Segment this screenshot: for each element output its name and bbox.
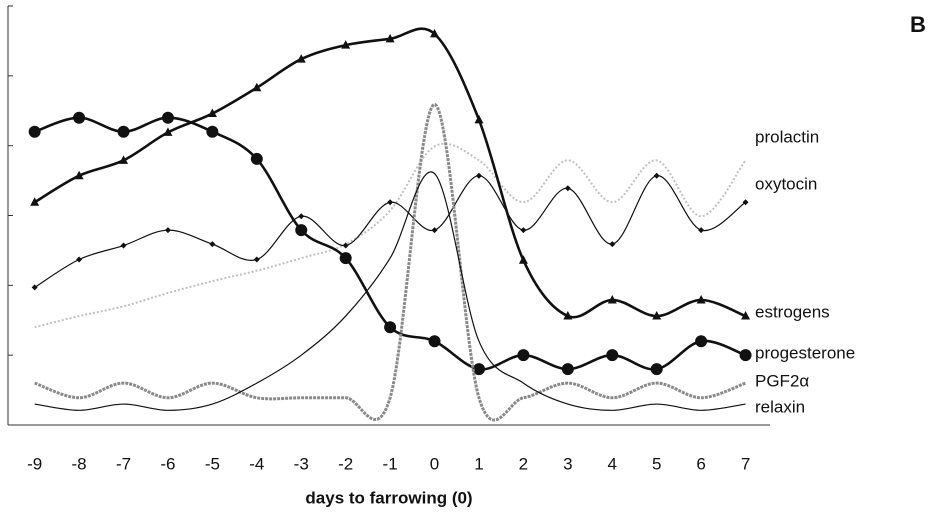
marker: [164, 227, 171, 234]
marker: [342, 242, 349, 249]
marker: [695, 335, 708, 348]
marker: [696, 294, 706, 304]
marker: [561, 363, 574, 376]
marker: [209, 241, 216, 248]
x-tick-label: -6: [160, 454, 175, 473]
series-label: progesterone: [755, 343, 855, 362]
marker: [387, 199, 394, 206]
marker: [76, 256, 83, 263]
marker: [607, 294, 617, 304]
marker: [74, 170, 84, 180]
marker: [650, 363, 663, 376]
series-line: [34, 116, 747, 371]
marker: [563, 311, 573, 320]
marker: [298, 213, 305, 220]
marker: [698, 227, 705, 234]
series-line: [34, 142, 747, 329]
series-label: oxytocin: [755, 174, 817, 193]
marker: [472, 363, 485, 376]
marker: [206, 125, 219, 138]
marker: [161, 111, 174, 124]
series-label: relaxin: [755, 397, 805, 416]
marker: [207, 108, 217, 118]
marker: [296, 54, 306, 63]
x-axis-label: days to farrowing (0): [305, 488, 472, 507]
x-tick-label: -1: [383, 454, 398, 473]
x-tick-label: 6: [696, 454, 705, 473]
marker: [609, 241, 616, 248]
marker: [384, 321, 397, 334]
marker: [517, 349, 530, 362]
marker: [73, 111, 86, 124]
marker: [252, 82, 262, 92]
marker: [250, 152, 263, 165]
marker: [120, 242, 127, 249]
marker: [520, 227, 527, 234]
marker: [119, 155, 129, 164]
x-tick-label: 1: [474, 454, 483, 473]
marker: [30, 197, 40, 206]
x-tick-label: -9: [27, 454, 42, 473]
marker: [117, 125, 130, 138]
x-tick-label: 3: [563, 454, 572, 473]
marker: [742, 199, 749, 206]
marker: [339, 252, 352, 265]
series-line: [34, 171, 746, 411]
series-label: prolactin: [755, 127, 819, 146]
series-line: [34, 175, 746, 288]
marker: [564, 185, 571, 192]
x-tick-label: 0: [430, 454, 439, 473]
marker: [163, 127, 173, 136]
marker: [341, 40, 351, 49]
marker: [253, 256, 260, 263]
x-tick-label: 7: [741, 454, 750, 473]
marker: [739, 349, 752, 362]
x-tick-label: -7: [116, 454, 131, 473]
x-tick-label: -4: [249, 454, 264, 473]
x-tick-label: -3: [294, 454, 309, 473]
marker: [430, 28, 440, 38]
marker: [31, 284, 38, 291]
marker: [28, 125, 41, 138]
series-label: PGF2α: [755, 371, 809, 390]
series-label: estrogens: [755, 302, 830, 321]
marker: [428, 335, 441, 348]
x-tick-label: -5: [205, 454, 220, 473]
marker: [652, 311, 662, 320]
marker: [518, 255, 528, 264]
marker: [385, 33, 395, 43]
x-tick-label: -8: [72, 454, 87, 473]
series-line: [34, 102, 747, 422]
marker: [431, 227, 438, 234]
x-tick-label: 4: [608, 454, 617, 473]
x-tick-label: 2: [519, 454, 528, 473]
marker: [295, 224, 308, 237]
x-tick-label: 5: [652, 454, 661, 473]
marker: [741, 311, 751, 320]
x-tick-label: -2: [338, 454, 353, 473]
marker: [653, 172, 660, 179]
marker: [606, 349, 619, 362]
marker: [474, 114, 484, 124]
series-line: [33, 27, 747, 319]
marker: [475, 172, 482, 179]
panel-label: B: [910, 12, 926, 37]
